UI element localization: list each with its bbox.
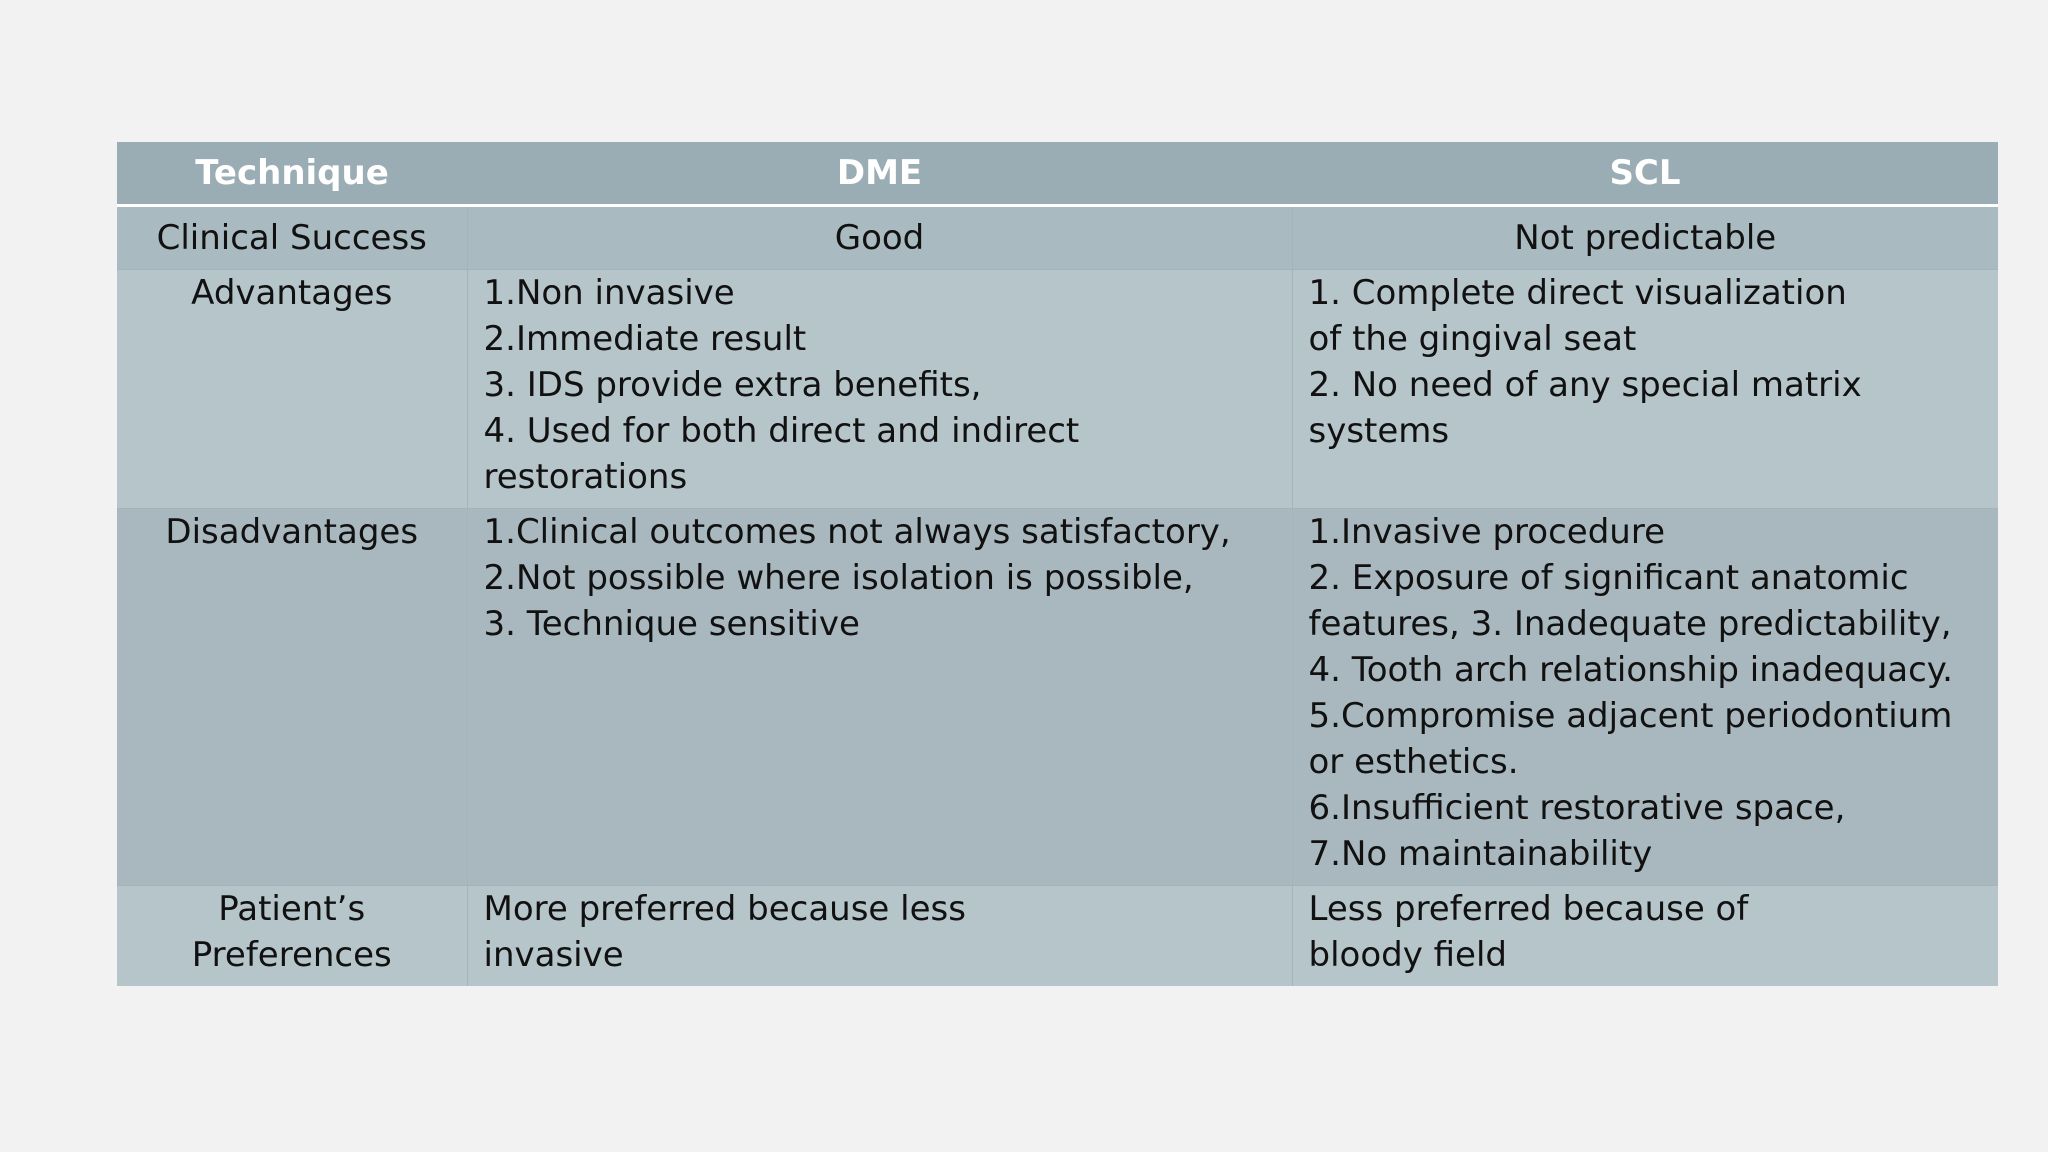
cell-line: features, 3. Inadequate predictability, — [1308, 604, 1952, 644]
cell-line: 3. IDS provide extra benefits, — [483, 365, 982, 405]
cell-line: Patient’s — [218, 889, 366, 929]
cell-line: 2.Immediate result — [483, 319, 807, 359]
header-dme: DME — [467, 142, 1292, 207]
cell-line: of the gingival seat — [1308, 319, 1637, 359]
cell-line: Less preferred because of — [1308, 889, 1749, 929]
cell-line: 1. Complete direct visualization — [1308, 273, 1847, 313]
row-label: Patient’s Preferences — [117, 885, 467, 986]
cell-line: systems — [1308, 411, 1450, 451]
scl-cell: 1. Complete direct visualization of the … — [1291, 269, 1998, 509]
row-label: Disadvantages — [117, 508, 467, 886]
cell-line: 3. Technique sensitive — [483, 604, 860, 644]
table-row-advantages: Advantages 1.Non invasive 2.Immediate re… — [117, 269, 1998, 509]
cell-line: restorations — [483, 457, 688, 497]
cell-line: invasive — [483, 935, 624, 975]
cell-line: Preferences — [191, 935, 392, 975]
cell-line: 2.Not possible where isolation is possib… — [483, 558, 1194, 598]
scl-cell: 1.Invasive procedure 2. Exposure of sign… — [1291, 508, 1998, 886]
dme-cell: Good — [466, 205, 1292, 270]
cell-line: 2. No need of any special matrix — [1308, 365, 1862, 405]
cell-line: or esthetics. — [1308, 742, 1519, 782]
dme-cell: More preferred because less invasive — [466, 885, 1292, 986]
cell-line: bloody field — [1308, 935, 1508, 975]
row-label: Advantages — [117, 269, 467, 509]
header-technique: Technique — [117, 142, 467, 207]
cell-line: 1.Clinical outcomes not always satisfact… — [483, 512, 1231, 552]
cell-line: 5.Compromise adjacent periodontium — [1308, 696, 1953, 736]
cell-line: More preferred because less — [483, 889, 966, 929]
header-scl: SCL — [1292, 142, 1998, 207]
cell-line: 6.Insufficient restorative space, — [1308, 788, 1846, 828]
scl-cell: Not predictable — [1291, 205, 1998, 270]
table-row-patient-preferences: Patient’s Preferences More preferred bec… — [117, 885, 1998, 986]
row-label: Clinical Success — [117, 205, 467, 270]
cell-line: 7.No maintainability — [1308, 834, 1653, 874]
dme-cell: 1.Clinical outcomes not always satisfact… — [466, 508, 1292, 886]
dme-cell: 1.Non invasive 2.Immediate result 3. IDS… — [466, 269, 1292, 509]
cell-line: 2. Exposure of significant anatomic — [1308, 558, 1909, 598]
cell-line: 1.Non invasive — [483, 273, 735, 313]
cell-line: 1.Invasive procedure — [1308, 512, 1666, 552]
cell-line: 4. Used for both direct and indirect — [483, 411, 1080, 451]
cell-line: 4. Tooth arch relationship inadequacy. — [1308, 650, 1953, 690]
table-row-clinical-success: Clinical Success Good Not predictable — [117, 205, 1998, 270]
comparison-table: Technique DME SCL Clinical Success Good … — [117, 142, 1998, 986]
table-row-disadvantages: Disadvantages 1.Clinical outcomes not al… — [117, 508, 1998, 886]
scl-cell: Less preferred because of bloody field — [1291, 885, 1998, 986]
header-row: Technique DME SCL — [117, 142, 1998, 207]
